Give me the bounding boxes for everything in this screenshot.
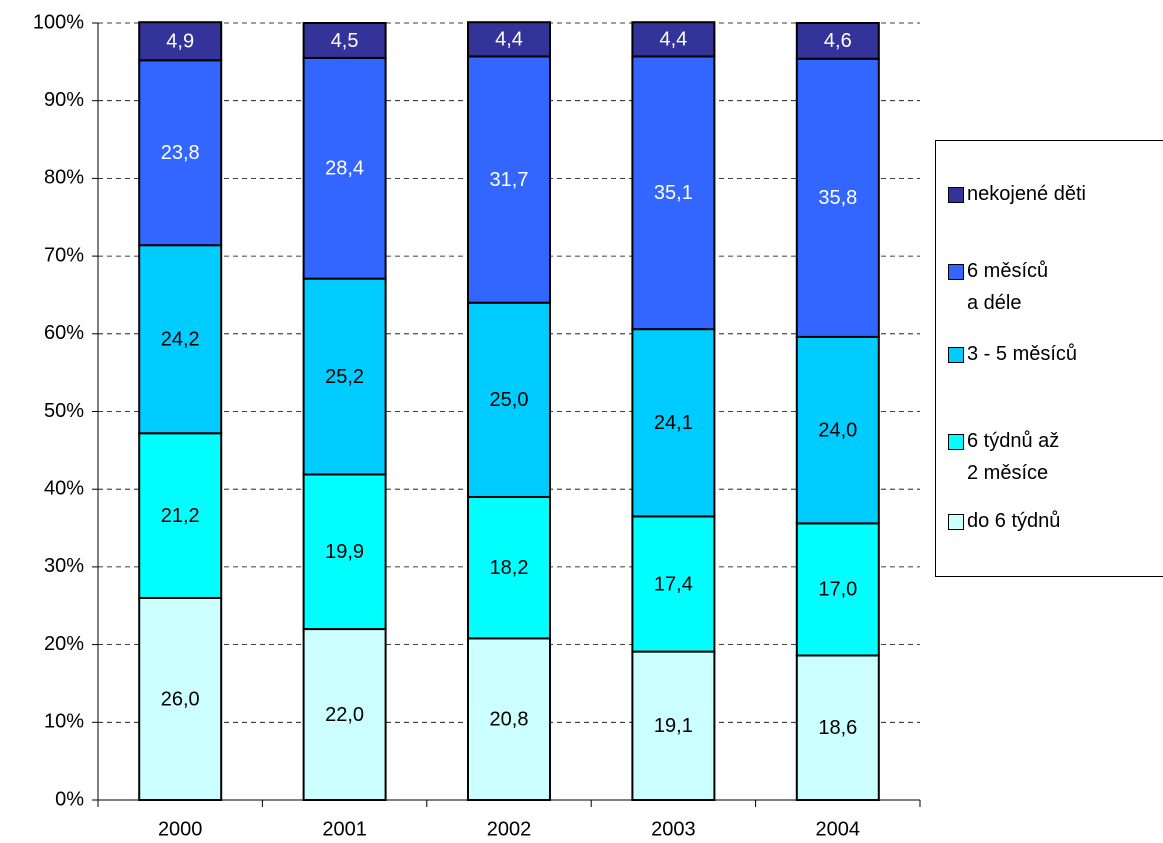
value-label: 24,0	[818, 419, 857, 441]
value-label: 19,9	[325, 541, 364, 563]
value-label: 18,2	[490, 557, 529, 579]
y-tick-label: 60%	[44, 322, 84, 344]
legend-item: do 6 týdnů	[948, 505, 1060, 537]
x-tick-label: 2002	[487, 818, 532, 840]
legend-label: do 6 týdnů	[967, 510, 1061, 532]
y-tick-label: 80%	[44, 167, 84, 189]
bar-segment	[138, 21, 223, 62]
value-label: 35,1	[654, 182, 693, 204]
value-label: 4,4	[495, 29, 523, 51]
value-label: 18,6	[818, 717, 857, 739]
bar-segment	[138, 244, 223, 435]
bar-segment	[467, 495, 551, 640]
bar-segment	[467, 55, 551, 304]
legend-swatch	[948, 434, 964, 450]
bar-segment	[138, 596, 223, 801]
legend-item: 3 - 5 měsíců	[948, 338, 1077, 370]
value-label: 24,2	[161, 329, 200, 351]
legend-item: 6 měsíců a déle	[948, 255, 1048, 319]
value-label: 17,4	[654, 573, 693, 595]
value-label: 25,2	[325, 366, 364, 388]
value-label: 21,2	[161, 505, 200, 527]
bar-segment	[467, 301, 551, 498]
value-label: 26,0	[161, 688, 200, 710]
bar-segment	[631, 21, 716, 58]
legend-label: 6 měsíců a déle	[967, 260, 1049, 314]
y-tick-label: 50%	[44, 400, 84, 422]
legend: do 6 týdnů 6 týdnů až 2 měsíce 3 - 5 měsíc…	[935, 140, 1163, 577]
bar-segment	[467, 21, 551, 58]
bar-segment	[302, 628, 387, 801]
y-tick-label: 10%	[44, 711, 84, 733]
value-label: 25,0	[490, 389, 529, 411]
legend-item: nekojené děti	[948, 178, 1086, 210]
bar-segment	[302, 22, 387, 59]
legend-label: nekojené děti	[967, 183, 1086, 205]
bar-segment	[138, 59, 223, 247]
value-label: 28,4	[325, 158, 364, 180]
legend-swatch	[948, 347, 964, 363]
value-label: 35,8	[818, 187, 857, 209]
y-tick-label: 100%	[33, 11, 84, 33]
value-label: 4,9	[166, 31, 194, 53]
value-label: 4,4	[659, 29, 687, 51]
value-label: 31,7	[490, 169, 529, 191]
bar-segment	[795, 335, 880, 525]
y-tick-label: 0%	[55, 788, 84, 810]
y-tick-label: 30%	[44, 555, 84, 577]
x-tick-label: 2003	[651, 818, 696, 840]
value-label: 24,1	[654, 412, 693, 434]
bar-segment	[631, 328, 716, 518]
y-tick-label: 90%	[44, 89, 84, 111]
legend-swatch	[948, 187, 964, 203]
x-tick-label: 2000	[158, 818, 203, 840]
value-label: 19,1	[654, 715, 693, 737]
legend-label: 3 - 5 měsíců	[967, 343, 1078, 365]
bar-segment	[795, 57, 880, 338]
value-label: 17,0	[818, 579, 857, 601]
value-label: 22,0	[325, 704, 364, 726]
legend-swatch	[948, 514, 964, 530]
bar-segment	[302, 56, 387, 280]
value-label: 23,8	[161, 142, 200, 164]
y-tick-label: 40%	[44, 477, 84, 499]
legend-swatch	[948, 264, 964, 280]
bar-segment	[795, 654, 880, 802]
value-label: 4,6	[824, 30, 852, 52]
bar-segment	[795, 22, 880, 60]
x-tick-label: 2004	[816, 818, 861, 840]
legend-label: 6 týdnů až 2 měsíce	[967, 430, 1060, 484]
bar-segment	[631, 55, 716, 331]
legend-item: 6 týdnů až 2 měsíce	[948, 425, 1059, 489]
x-tick-label: 2001	[322, 818, 367, 840]
value-label: 20,8	[490, 708, 529, 730]
y-tick-label: 70%	[44, 244, 84, 266]
value-label: 4,5	[331, 30, 359, 52]
bar-segment	[795, 522, 880, 657]
bar-segment	[631, 650, 716, 802]
y-tick-label: 20%	[44, 633, 84, 655]
bar-segment	[302, 473, 387, 631]
